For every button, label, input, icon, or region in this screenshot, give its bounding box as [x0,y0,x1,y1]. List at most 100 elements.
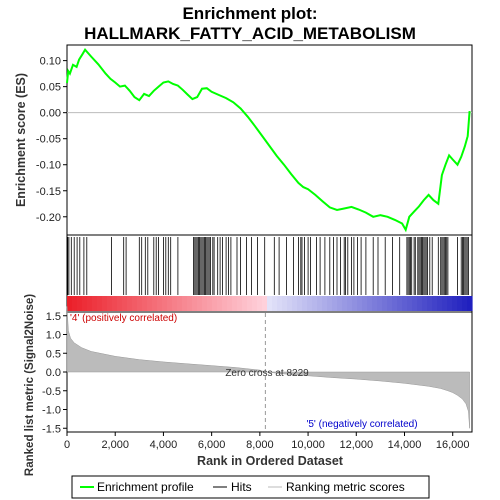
band-segment [132,296,138,311]
band-segment [252,296,258,311]
band-segment [437,296,443,311]
band-segment [387,296,393,311]
metric-y-axis-title: Ranked list metric (Signal2Noise) [24,294,36,476]
es-y-axis-title: Enrichment score (ES) [14,73,28,207]
legend-ranking-label: Ranking metric scores [286,480,405,494]
band-segment [407,296,413,311]
band-segment [87,296,93,311]
band-segment [272,296,278,311]
band-segment [197,296,203,311]
metric-tick-label: 0.0 [46,367,61,379]
metric-tick-label: -0.5 [42,386,61,398]
band-segment [147,296,153,311]
band-segment [422,296,428,311]
x-tick-label: 2,000 [101,439,129,451]
band-segment [322,296,328,311]
x-tick-label: 0 [64,439,70,451]
band-segment [457,296,463,311]
es-panel: 0.10 0.05 0.00 -0.05 -0.10 -0.15 -0.20 Enrichm… [14,44,473,236]
band-segment [182,296,188,311]
band-segment [242,296,248,311]
zero-cross-label: Zero cross at 8229 [225,368,309,379]
legend-hits-label: Hits [231,480,252,494]
es-tick-label: -0.05 [36,134,61,146]
metric-y-ticks: 1.5 1.0 0.5 0.0 -0.5 -1.0 -1.5 [42,311,67,435]
x-tick-label: 16,000 [436,439,470,451]
x-axis-title: Rank in Ordered Dataset [197,454,344,468]
x-tick-label: 6,000 [198,439,226,451]
chart-title-line2: HALLMARK_FATTY_ACID_METABOLISM [84,24,416,43]
band-segment [292,296,298,311]
band-segment [267,296,273,311]
band-segment [302,296,308,311]
band-segment [432,296,438,311]
band-segment [217,296,223,311]
x-tick-label: 4,000 [150,439,178,451]
band-segment [67,296,73,311]
band-segment [72,296,78,311]
band-segment [307,296,313,311]
es-panel-frame [66,44,473,236]
band-segment [127,296,133,311]
band-segment [222,296,228,311]
metric-tick-label: 1.5 [46,311,61,323]
band-segment [447,296,453,311]
hit-lines [67,237,469,295]
band-segment [172,296,178,311]
band-segment [167,296,173,311]
band-segment [427,296,433,311]
ranking-color-band [67,296,473,311]
x-tick-label: 8,000 [246,439,274,451]
band-segment [412,296,418,311]
band-segment [82,296,88,311]
band-segment [342,296,348,311]
band-segment [362,296,368,311]
band-segment [77,296,83,311]
es-tick-label: -0.10 [36,160,61,172]
band-segment [137,296,143,311]
band-segment [392,296,398,311]
band-segment [207,296,213,311]
positive-correlation-label: '4' (positively correlated) [70,313,177,324]
ranking-metric-area [66,306,470,429]
band-segment [142,296,148,311]
x-tick-label: 14,000 [388,439,422,451]
band-segment [377,296,383,311]
band-segment [382,296,388,311]
band-segment [247,296,253,311]
legend-frame [71,475,430,499]
band-segment [122,296,128,311]
es-tick-label: 0.05 [40,82,61,94]
enrichment-profile-line [66,48,471,233]
band-segment [112,296,118,311]
band-segment [332,296,338,311]
negative-correlation-label: '5' (negatively correlated) [306,419,417,430]
band-segment [462,296,468,311]
band-segment [232,296,238,311]
band-segment [317,296,323,311]
band-segment [102,296,108,311]
band-segment [282,296,288,311]
band-segment [227,296,233,311]
band-segment [402,296,408,311]
band-segment [337,296,343,311]
metric-tick-label: -1.0 [42,405,61,417]
band-segment [327,296,333,311]
x-tick-label: 12,000 [339,439,373,451]
band-segment [312,296,318,311]
band-segment [357,296,363,311]
band-segment [192,296,198,311]
x-tick-label: 10,000 [291,439,325,451]
metric-tick-label: -1.5 [42,423,61,435]
band-segment [397,296,403,311]
band-segment [297,296,303,311]
band-segment [97,296,103,311]
hits-panel [66,234,473,313]
es-tick-label: 0.00 [40,108,61,120]
es-tick-label: -0.15 [36,186,61,198]
band-segment [257,296,263,311]
es-y-ticks: 0.10 0.05 0.00 -0.05 -0.10 -0.15 -0.20 [36,56,67,224]
band-segment [177,296,183,311]
band-segment [262,296,268,311]
